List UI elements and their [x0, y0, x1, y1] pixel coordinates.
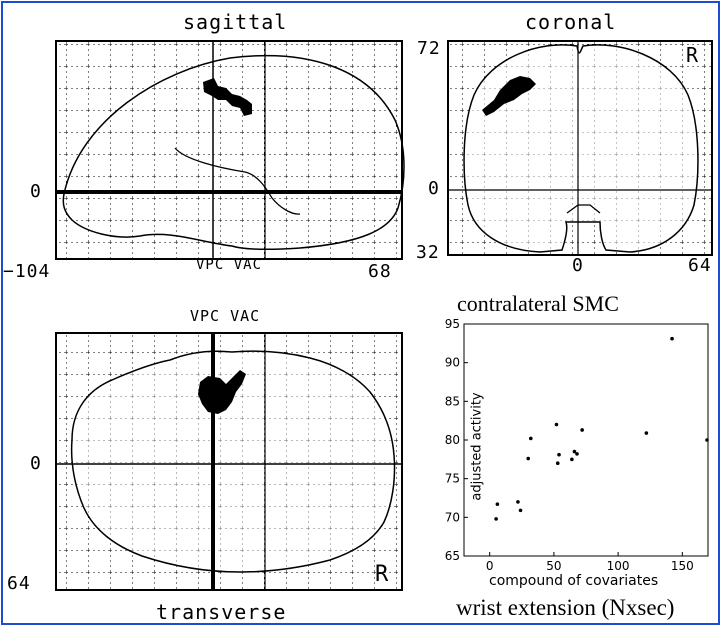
coronal-corner-label: R [686, 43, 700, 67]
scatter-point [572, 449, 577, 454]
scatter-point [528, 436, 533, 441]
transverse-activation-blob [198, 370, 246, 414]
sagittal-title: sagittal [183, 10, 288, 34]
scatter-point [670, 336, 674, 341]
coronal-top-label: 72 [417, 38, 441, 59]
transverse-panel [55, 332, 403, 591]
scatter-y-tick-label: 65 [445, 549, 460, 563]
scatter-axes [463, 323, 709, 557]
transverse-corner-label: R [375, 562, 390, 587]
scatter-point [495, 502, 500, 506]
scatter-x-tick-label: 0 [486, 559, 494, 573]
transverse-zero-label: 0 [30, 453, 42, 474]
scatter-y-tick-label: 90 [445, 356, 460, 370]
scatter-point [705, 438, 709, 442]
sagittal-x-min-label: −104 [3, 261, 51, 282]
coronal-title: coronal [525, 10, 617, 34]
scatter-point [494, 517, 498, 521]
coronal-x-right-label: 64 [688, 255, 712, 276]
scatter-point [526, 456, 531, 461]
scatter-y-tick-label: 95 [445, 317, 460, 331]
scatter-point [554, 422, 559, 427]
scatter-y-tick-label: 70 [445, 510, 460, 524]
sagittal-axis-label: VPC VAC [196, 257, 263, 273]
scatter-point [516, 500, 520, 504]
scatter-point [580, 428, 584, 432]
scatter-x-tick-label: 100 [607, 559, 630, 573]
coronal-brain-outline [463, 44, 699, 253]
scatter-point [575, 452, 579, 456]
scatter-caption: wrist extension (Nxsec) [456, 595, 675, 620]
coronal-x-zero-label: 0 [572, 255, 584, 276]
scatter-point [570, 457, 574, 462]
scatter-x-axis-label: compound of covariates [489, 573, 659, 589]
scatter-y-axis-label: adjusted activity [469, 392, 485, 501]
sagittal-y-zero-label: 0 [30, 181, 42, 202]
transverse-title: transverse [156, 600, 287, 624]
scatter-points [494, 336, 709, 521]
scatter-y-tick-label: 80 [445, 433, 460, 447]
coronal-bottom-label: 32 [416, 242, 440, 263]
scatter-point [518, 508, 523, 513]
sagittal-panel [55, 40, 405, 260]
scatter-point [555, 461, 560, 466]
coronal-zero-label: 0 [428, 178, 440, 199]
sagittal-x-max-label: 68 [368, 261, 392, 282]
transverse-top-label: VPC VAC [190, 307, 261, 325]
scatter-title: contralateral SMC [457, 291, 619, 316]
scatter-point [644, 431, 649, 435]
scatter-x-tick-label: 50 [546, 559, 561, 573]
scatter-x-tick-label: 150 [671, 559, 694, 573]
sagittal-brain-outline [62, 54, 405, 251]
sagittal-activation-blob [203, 78, 252, 116]
scatter-y-tick-label: 85 [445, 394, 460, 408]
scatter-y-tick-label: 75 [445, 472, 460, 486]
scatter-point [557, 452, 561, 457]
coronal-panel [447, 40, 713, 256]
transverse-bottom-label: 64 [7, 573, 31, 594]
coronal-activation-blob [482, 76, 536, 116]
scatter-ticks: 0 50 100 150 65 70 75 80 85 90 95 [445, 317, 694, 573]
